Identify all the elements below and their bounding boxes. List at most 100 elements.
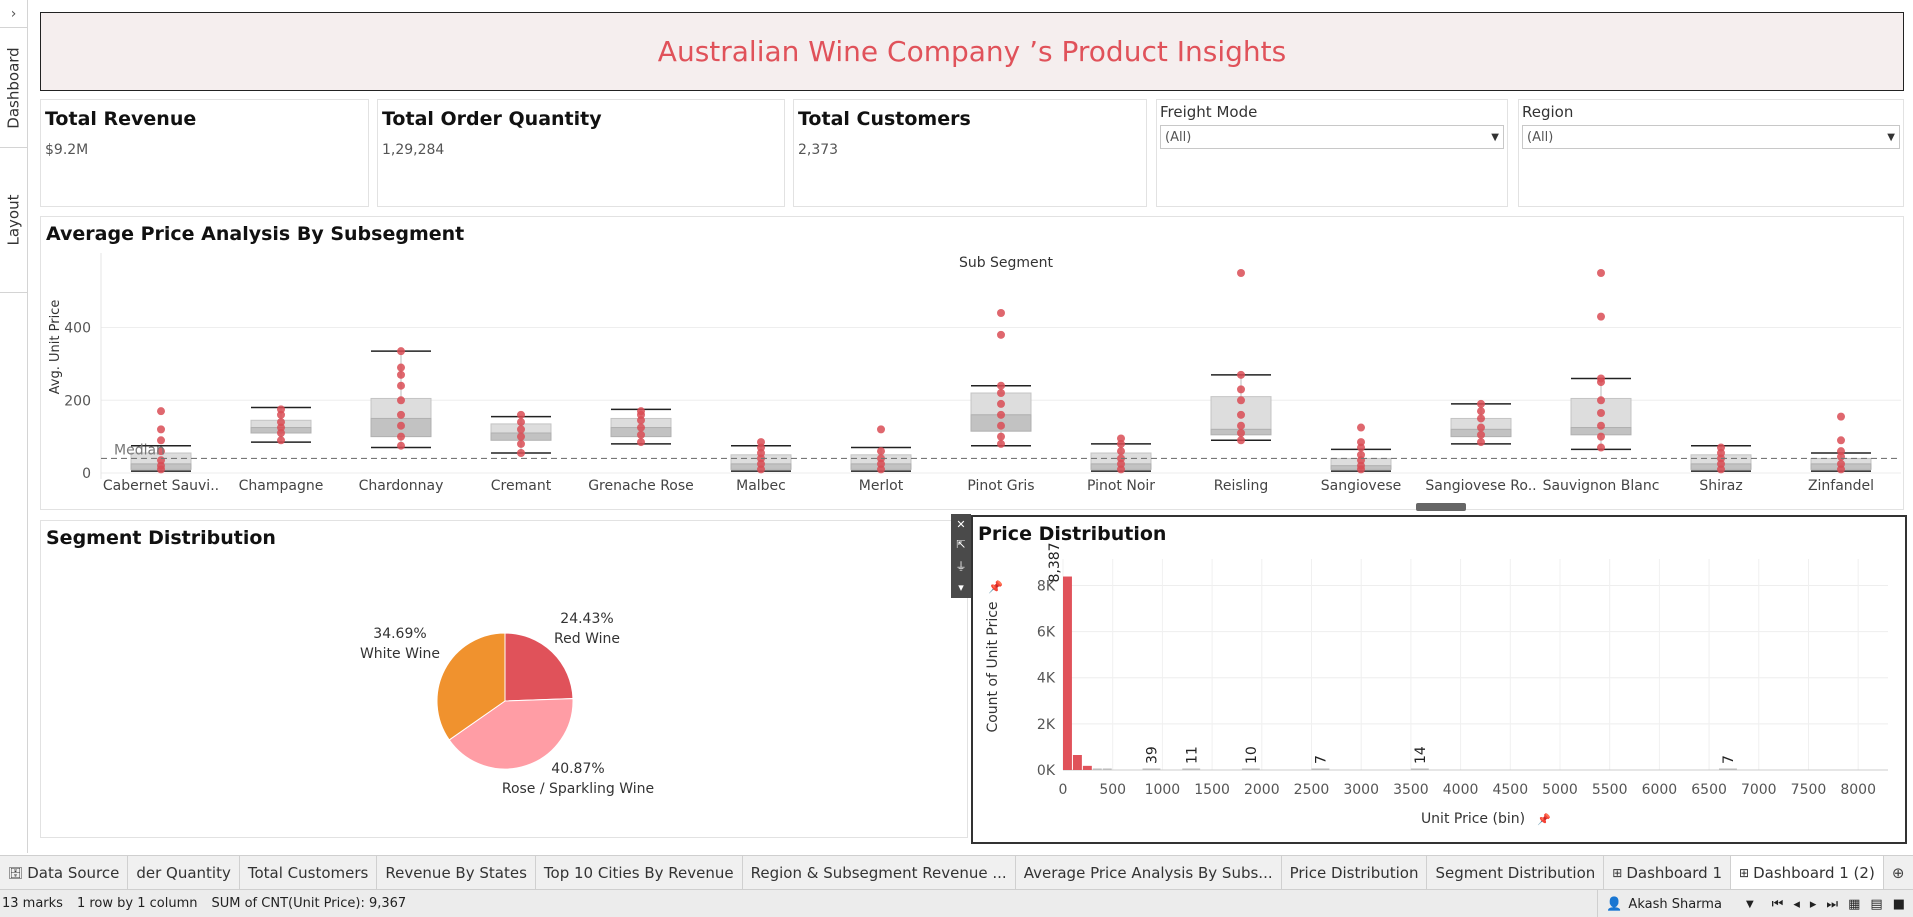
x-tick-label: 3500	[1393, 782, 1429, 798]
rail-tab-dashboard-label: Dashboard	[4, 46, 23, 129]
select-value: (All)	[1527, 129, 1554, 145]
expand-chevron-icon[interactable]: ›	[0, 0, 27, 28]
data-point	[997, 381, 1005, 390]
data-point	[1357, 438, 1365, 447]
bar-value-label: 14	[1413, 746, 1429, 764]
floating-toolbar: ✕ ⇱ ⏚ ▾	[951, 514, 971, 598]
sheet-tab[interactable]: 🗄 Data Source	[0, 855, 129, 890]
data-point	[157, 407, 165, 416]
data-point	[1237, 370, 1245, 379]
x-tick-label: 2000	[1244, 782, 1280, 798]
bar-value-label: 10	[1244, 746, 1260, 764]
data-point	[517, 418, 525, 427]
filter-label: Region	[1522, 103, 1574, 121]
category-label: Pinot Gris	[967, 478, 1034, 494]
sheet-tab[interactable]: Price Distribution	[1282, 855, 1428, 890]
data-point	[1477, 438, 1485, 447]
freight-mode-select[interactable]: (All) ▼	[1160, 125, 1504, 149]
slice-pct-label: 40.87%	[551, 761, 604, 777]
slice-pct-label: 34.69%	[373, 626, 426, 642]
kpi-title: Total Revenue	[45, 108, 197, 130]
bar-value-label: 8,387	[1047, 542, 1063, 582]
data-point	[277, 418, 285, 427]
data-point	[277, 405, 285, 414]
fullscreen-view-icon[interactable]: ■	[1892, 896, 1905, 912]
sheet-tab[interactable]: ⊞ Dashboard 1	[1604, 855, 1732, 890]
region-select[interactable]: (All) ▼	[1522, 125, 1900, 149]
price-histogram[interactable]: 0K 2K 4K 6K 8K 0 500 1000 1500 2000 2500 3000 3500 40…	[973, 517, 1905, 842]
x-tick-label: 8000	[1840, 782, 1876, 798]
data-point	[1837, 412, 1845, 421]
sheet-tab-label: Region & Subsegment Revenue ...	[750, 863, 1007, 882]
filter-region: Region (All) ▼	[1518, 99, 1904, 207]
list-view-icon[interactable]: ▤	[1870, 896, 1883, 912]
new-worksheet-icon[interactable]: ⊕	[1891, 863, 1905, 882]
segment-distribution-panel[interactable]: 24.43% Red Wine 40.87% Rose / Sparkling Win…	[40, 520, 968, 838]
x-tick-label: 7000	[1741, 782, 1777, 798]
sheet-tab[interactable]: Total Customers	[240, 855, 378, 890]
bar-value-label: 39	[1145, 746, 1161, 764]
pie-slice	[448, 698, 574, 770]
segment-pie-chart[interactable]: 24.43% Red Wine 40.87% Rose / Sparkling Win…	[41, 521, 969, 839]
sheet-tab[interactable]: Segment Distribution	[1427, 855, 1605, 890]
filter-icon[interactable]: ⏚	[955, 560, 967, 574]
data-point	[517, 425, 525, 434]
x-tick-label: 5000	[1542, 782, 1578, 798]
sheet-tab[interactable]: Average Price Analysis By Subs...	[1016, 855, 1282, 890]
price-distribution-panel[interactable]: 0K 2K 4K 6K 8K 0 500 1000 1500 2000 2500 3000 3500 40…	[971, 515, 1907, 844]
avg-price-boxplot-panel[interactable]: Sub Segment Avg. Unit Price 0 200 400 Caberne…	[40, 216, 1905, 511]
sheet-tab[interactable]: Revenue By States	[377, 855, 536, 890]
rail-tab-layout[interactable]: Layout	[0, 148, 27, 293]
category-label: Sangiovese Ro..	[1425, 478, 1536, 494]
sheet-tab[interactable]: Top 10 Cities By Revenue	[536, 855, 743, 890]
dropdown-arrow-icon[interactable]: ▼	[1887, 131, 1895, 143]
data-point	[1237, 436, 1245, 445]
sheet-tab[interactable]: Region & Subsegment Revenue ...	[743, 855, 1016, 890]
histogram-bar	[1102, 768, 1112, 770]
sheet-tab-label: Revenue By States	[385, 863, 527, 882]
user-name: Akash Sharma	[1628, 896, 1722, 912]
data-point	[1117, 434, 1125, 443]
kpi-total-revenue[interactable]: Total Revenue $9.2M	[40, 99, 369, 207]
open-external-icon[interactable]: ⇱	[956, 537, 966, 551]
data-point	[1717, 443, 1725, 452]
boxplot-chart[interactable]: Sub Segment Avg. Unit Price 0 200 400 Caberne…	[41, 217, 1905, 511]
dropdown-arrow-icon[interactable]: ▼	[1491, 131, 1499, 143]
sheet-tab-label: Average Price Analysis By Subs...	[1023, 863, 1273, 882]
sheet-tab-label: Segment Distribution	[1435, 863, 1596, 882]
prev-page-icon[interactable]: ◂	[1793, 896, 1800, 912]
data-point	[997, 432, 1005, 441]
dashboard-title: Australian Wine Company ’s Product Insig…	[657, 35, 1287, 68]
data-point	[997, 309, 1005, 317]
select-value: (All)	[1165, 129, 1192, 145]
resize-handle	[1416, 503, 1466, 511]
histogram-bar	[1311, 768, 1330, 770]
close-icon[interactable]: ✕	[956, 517, 966, 531]
user-menu[interactable]: 👤 Akash Sharma ▼	[1597, 890, 1761, 917]
x-tick-label: 6000	[1642, 782, 1678, 798]
last-page-icon[interactable]: ⏭	[1826, 896, 1839, 912]
kpi-total-customers[interactable]: Total Customers 2,373	[793, 99, 1147, 207]
data-point	[1597, 421, 1605, 430]
first-page-icon[interactable]: ⏮	[1771, 896, 1784, 912]
rail-tab-dashboard[interactable]: Dashboard	[0, 28, 27, 148]
slice-name-label: Rose / Sparkling Wine	[502, 781, 654, 797]
kpi-total-order-quantity[interactable]: Total Order Quantity 1,29,284	[377, 99, 785, 207]
status-marks: 13 marks	[2, 896, 63, 911]
category-label: Pinot Noir	[1087, 478, 1155, 494]
data-point	[1597, 269, 1605, 277]
slice-pct-label: 24.43%	[560, 611, 613, 627]
x-tick-label: 5500	[1592, 782, 1628, 798]
x-axis-label: Unit Price (bin)	[1421, 811, 1525, 827]
more-options-icon[interactable]: ▾	[958, 581, 964, 595]
data-point	[517, 439, 525, 448]
boxplot-title: Average Price Analysis By Subsegment	[46, 223, 465, 245]
data-point	[397, 370, 405, 379]
grid-view-icon[interactable]: ▦	[1848, 896, 1861, 912]
sheet-tab[interactable]: ⊞ Dashboard 1 (2)	[1731, 855, 1884, 890]
next-page-icon[interactable]: ▸	[1809, 896, 1817, 912]
sheet-tab[interactable]: der Quantity	[128, 855, 240, 890]
kpi-value: 2,373	[798, 142, 839, 158]
data-point	[637, 407, 645, 416]
